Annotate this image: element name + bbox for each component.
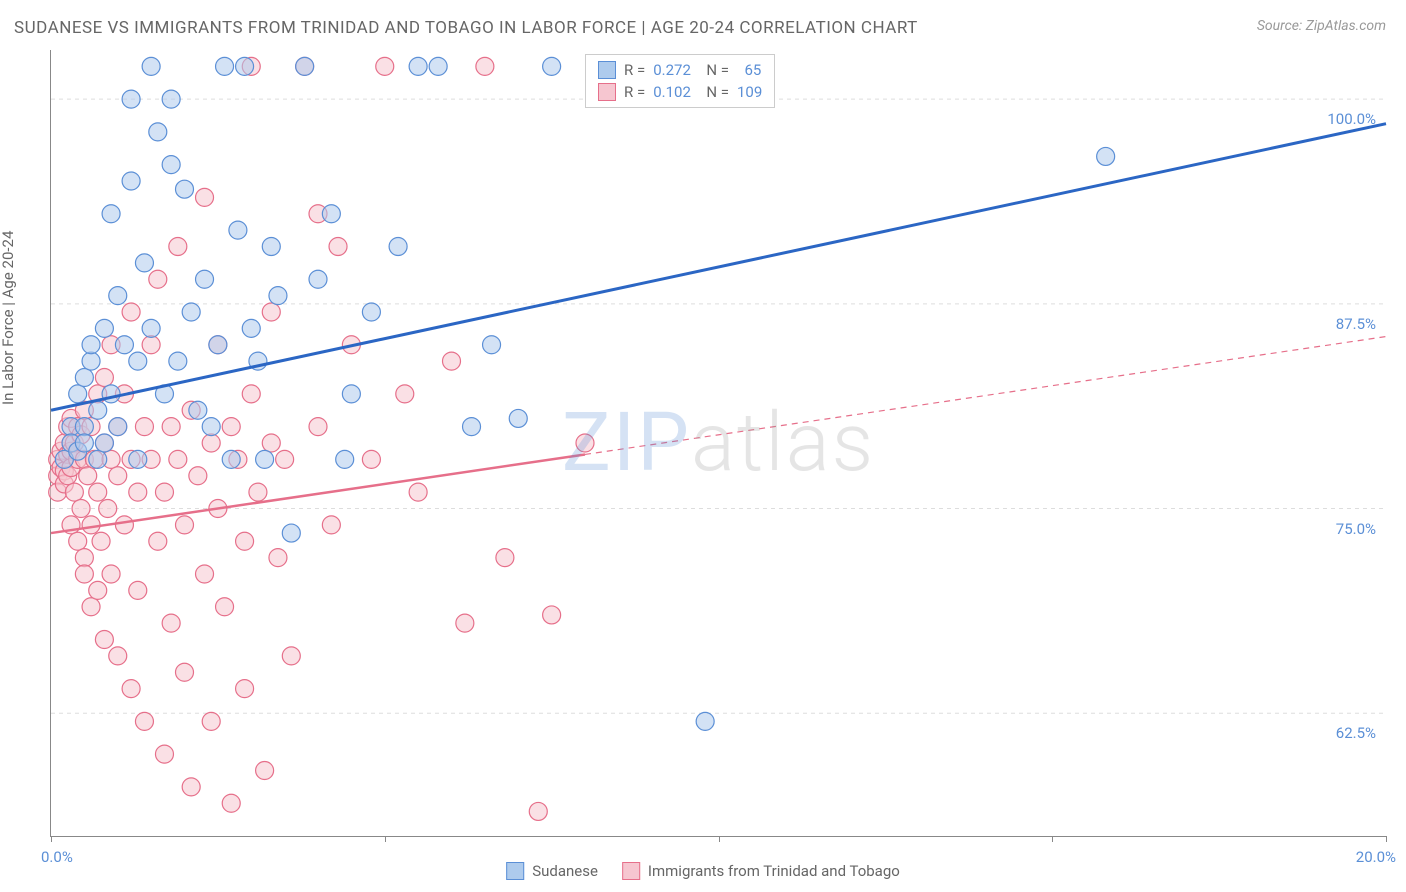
chart-title: SUDANESE VS IMMIGRANTS FROM TRINIDAD AND… (14, 18, 918, 38)
y-tick-label: 87.5% (1336, 315, 1376, 333)
legend-series: Sudanese Immigrants from Trinidad and To… (506, 862, 900, 880)
plot-area: ZIPatlas R = 0.272 N = 65 R = 0.102 N = … (50, 50, 1386, 837)
x-min-label: 0.0% (41, 848, 73, 866)
stat-n-label-1: N = (699, 81, 729, 103)
x-tick (1052, 836, 1053, 842)
stat-r-label-0: R = (624, 59, 645, 81)
swatch-bottom-0 (506, 862, 524, 880)
x-max-label: 20.0% (1356, 848, 1396, 866)
legend-label-1: Immigrants from Trinidad and Tobago (648, 862, 900, 880)
y-axis-label: In Labor Force | Age 20-24 (0, 231, 17, 405)
legend-stats: R = 0.272 N = 65 R = 0.102 N = 109 (585, 54, 775, 108)
swatch-series-0 (598, 61, 616, 79)
stat-r-val-1: 0.102 (653, 81, 691, 103)
swatch-series-1 (598, 83, 616, 101)
y-tick-label: 75.0% (1336, 520, 1376, 538)
chart-container: SUDANESE VS IMMIGRANTS FROM TRINIDAD AND… (0, 0, 1406, 892)
legend-stats-row: R = 0.102 N = 109 (598, 81, 762, 103)
legend-stats-row: R = 0.272 N = 65 (598, 59, 762, 81)
plot-svg (51, 50, 1386, 836)
legend-item-1: Immigrants from Trinidad and Tobago (622, 862, 900, 880)
x-tick (719, 836, 720, 842)
x-tick (51, 836, 52, 842)
swatch-bottom-1 (622, 862, 640, 880)
x-tick (1386, 836, 1387, 842)
stat-n-val-0: 65 (737, 59, 761, 81)
x-tick (385, 836, 386, 842)
source-label: Source: ZipAtlas.com (1257, 18, 1386, 34)
y-tick-label: 62.5% (1336, 724, 1376, 742)
stat-r-val-0: 0.272 (653, 59, 691, 81)
legend-label-0: Sudanese (532, 862, 598, 880)
legend-item-0: Sudanese (506, 862, 598, 880)
stat-n-val-1: 109 (737, 81, 762, 103)
stat-r-label-1: R = (624, 81, 645, 103)
y-tick-label: 100.0% (1327, 110, 1376, 128)
stat-n-label-0: N = (699, 59, 729, 81)
